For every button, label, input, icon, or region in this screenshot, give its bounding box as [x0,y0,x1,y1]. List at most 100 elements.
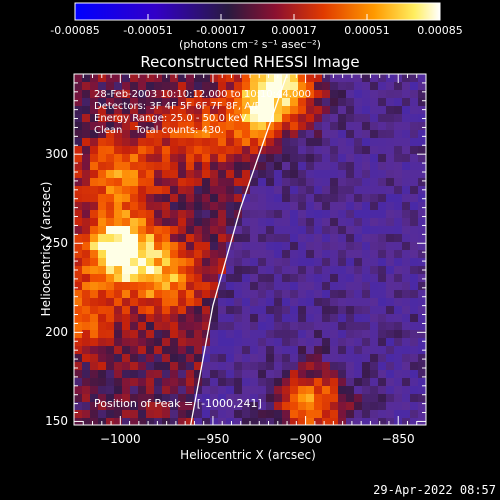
heatmap-cell [234,322,243,331]
heatmap-cell [186,330,195,339]
heatmap-cell [170,274,179,283]
heatmap-cell [210,418,219,425]
heatmap-cell [138,274,147,283]
heatmap-cell [274,194,283,203]
heatmap-cell [122,170,131,179]
heatmap-cell [226,114,235,123]
heatmap-cell [250,74,259,83]
heatmap-cell [154,234,163,243]
heatmap-cell [410,98,419,107]
heatmap-cell [330,282,339,291]
heatmap-cell [410,290,419,299]
heatmap-cell [370,298,379,307]
heatmap-cell [290,362,299,371]
heatmap-cell [354,330,363,339]
heatmap-cell [402,162,411,171]
heatmap-cell [218,178,227,187]
heatmap-cell [226,322,235,331]
heatmap-cell [410,402,419,411]
heatmap-cell [106,170,115,179]
heatmap-cell [210,362,219,371]
heatmap-cell [258,90,267,99]
heatmap-cell [418,354,426,363]
heatmap-cell [114,386,123,395]
heatmap-cell [202,298,211,307]
heatmap-cell [130,418,139,425]
heatmap-cell [346,378,355,387]
heatmap-cell [82,298,91,307]
heatmap-cell [290,418,299,425]
heatmap-cell [378,266,387,275]
heatmap-cell [298,210,307,219]
heatmap-cell [114,226,123,235]
heatmap-cell [74,154,83,163]
heatmap-cell [386,154,395,163]
heatmap-cell [210,186,219,195]
heatmap-cell [162,274,171,283]
heatmap-cell [274,250,283,259]
heatmap-cell [394,162,403,171]
heatmap-cell [186,370,195,379]
heatmap-cell [74,170,83,179]
heatmap-cell [162,250,171,259]
heatmap-cell [402,106,411,115]
heatmap-cell [138,346,147,355]
heatmap-cell [314,274,323,283]
heatmap-cell [194,98,203,107]
heatmap-cell [330,266,339,275]
heatmap-cell [250,282,259,291]
heatmap-cell [74,354,83,363]
heatmap-cell [178,130,187,139]
heatmap-cell [402,346,411,355]
heatmap-cell [130,234,139,243]
heatmap-cell [234,234,243,243]
heatmap-cell [354,338,363,347]
heatmap-cell [114,122,123,131]
heatmap-cell [402,338,411,347]
heatmap-cell [266,410,275,419]
heatmap-cell [234,106,243,115]
heatmap-cell [106,306,115,315]
heatmap-cell [418,210,426,219]
heatmap-cell [394,114,403,123]
heatmap-cell [306,274,315,283]
heatmap-cell [90,386,99,395]
heatmap-cell [154,354,163,363]
heatmap-cell [154,274,163,283]
colorbar-tick-label: -0.00051 [123,24,173,37]
heatmap-cell [186,194,195,203]
heatmap-cell [202,146,211,155]
heatmap-cell [394,218,403,227]
heatmap-cell [122,82,131,91]
heatmap-cell [122,186,131,195]
heatmap-cell [250,402,259,411]
heatmap-cell [394,186,403,195]
heatmap-cell [178,82,187,91]
heatmap-cell [282,202,291,211]
heatmap-cell [226,410,235,419]
heatmap-cell [306,242,315,251]
y-axis-label: Heliocentric Y (arcsec) [39,181,53,317]
heatmap-cell [90,394,99,403]
heatmap-cell [114,138,123,147]
heatmap-cell [386,234,395,243]
heatmap-cell [82,306,91,315]
heatmap-cell [74,122,83,131]
heatmap-cell [210,266,219,275]
heatmap-cell [418,402,426,411]
heatmap-cell [394,266,403,275]
heatmap-cell [82,258,91,267]
heatmap-cell [202,266,211,275]
heatmap-cell [330,418,339,425]
heatmap-cell [186,218,195,227]
heatmap-cell [330,202,339,211]
heatmap-cell [154,386,163,395]
heatmap-cell [98,266,107,275]
heatmap-cell [386,306,395,315]
heatmap-cell [258,346,267,355]
heatmap-cell [346,346,355,355]
heatmap-cell [138,370,147,379]
heatmap-cell [298,394,307,403]
heatmap-cell [106,266,115,275]
heatmap-cell [98,154,107,163]
